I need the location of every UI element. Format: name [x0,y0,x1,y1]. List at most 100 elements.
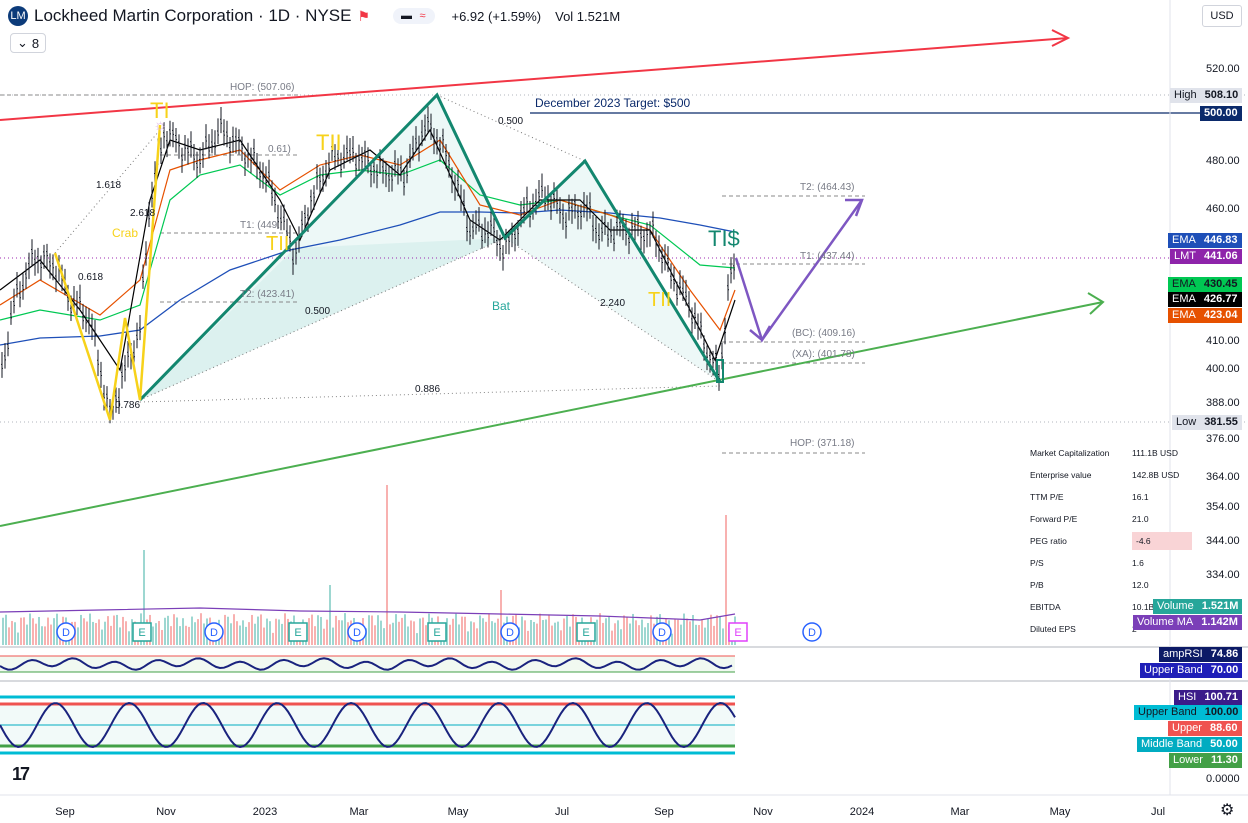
compare-pill[interactable]: ▬ ≈ [393,8,436,24]
event-marker[interactable]: E [576,622,596,642]
volume-bar [197,619,199,645]
volume-bar [527,630,529,645]
volume-bar [692,614,694,645]
event-marker[interactable]: D [652,622,672,642]
wave-icon[interactable]: ≈ [419,10,426,22]
volume-bar [542,620,544,645]
volume-bar [275,618,277,645]
earnings-icon [288,622,308,642]
time-tick-label: Sep [654,806,674,818]
price-label-name: Middle Band [1141,738,1203,750]
volume-bar [155,623,157,645]
event-marker[interactable]: D [56,622,76,642]
event-marker[interactable]: D [347,622,367,642]
tradingview-logo[interactable]: 17 [12,764,30,784]
volume-bar [602,622,604,645]
volume-bar [35,623,37,645]
price-change: +6.92 (+1.59%) [451,8,542,24]
price-scale-label: Low 381.55 [1172,415,1242,430]
symbol-title[interactable]: Lockheed Martin Corporation · 1D · NYSE [34,6,352,25]
hsi-line [0,701,736,749]
company-logo: LM [8,6,28,26]
bat-dotted-1 [139,237,506,401]
earnings-marker-text: E [294,627,301,639]
volume-bar [710,614,712,645]
volume-bar [116,614,118,645]
price-scale-label: Volume 1.521M [1153,599,1243,614]
volume-bar [401,617,403,645]
bat-point-d-marker [716,359,724,383]
price-tick-label: 376.00 [1206,433,1240,445]
volume-bar [383,628,385,645]
volume-bar [380,620,382,645]
volume-bar [536,623,538,645]
volume-bar [119,627,121,645]
volume-bar [158,620,160,645]
volume-bar [278,619,280,645]
price-label-value: 50.00 [1210,738,1238,750]
price-label-value: 1.142M [1201,616,1238,628]
price-label-value: 500.00 [1204,107,1238,119]
volume-bar [311,614,313,645]
bat-fill-left [140,95,505,400]
support-trendline [0,301,1104,527]
flag-icon[interactable]: ⚑ [357,8,371,24]
target-label: December 2023 Target: $500 [535,96,691,110]
rsi-band-fill [0,656,735,672]
price-tick-label: 388.00 [1206,397,1240,409]
t2-right-label: T2: (464.43) [800,182,854,193]
volume-bar [152,626,154,645]
price-label-name: ampRSI [1163,648,1203,660]
volume-readout: Vol 1.521M [555,8,621,24]
volume-bar [110,625,112,645]
event-marker[interactable]: E [728,622,748,642]
volume-bar [470,621,472,645]
event-marker[interactable]: D [500,622,520,642]
volume-bar [599,613,601,645]
earnings-icon [427,622,447,642]
tii-right-label: TII [648,289,671,311]
hop-top-label: HOP: (507.06) [230,82,294,93]
fundamental-value: 142.8B USD [1132,470,1180,480]
earnings-marker-text: E [138,627,145,639]
bat-label: Bat [492,299,511,313]
price-scale-label: LMT 441.06 [1170,249,1242,264]
volume-bar [368,615,370,645]
price-label-name: EMA [1172,293,1196,305]
volume-bar [131,619,133,645]
earnings-marker-text: E [582,627,589,639]
volume-bar [41,626,43,645]
price-scale-label: HSI 100.71 [1174,690,1242,705]
chevron-down-icon[interactable]: ⌄ [17,35,28,50]
event-marker[interactable]: E [132,622,152,642]
volume-bar [539,613,541,645]
partial-left-label: 0.61) [268,144,291,155]
volume-bar [392,622,394,645]
settings-gear-icon[interactable]: ⚙ [1220,802,1235,819]
volume-bar [2,617,4,645]
event-marker[interactable]: D [802,622,822,642]
event-marker[interactable]: E [427,622,447,642]
volume-bar [251,614,253,645]
event-marker[interactable]: D [204,622,224,642]
price-label-name: Upper [1172,722,1202,734]
volume-bar [269,621,271,645]
volume-bar [281,623,283,645]
minus-icon[interactable]: ▬ [400,10,412,22]
volume-bar [596,619,598,645]
volume-bar [554,622,556,645]
price-tick-label: 400.00 [1206,363,1240,375]
volume-bar [626,616,628,645]
event-marker[interactable]: E [288,622,308,642]
currency-selector[interactable]: USD [1202,5,1242,27]
price-tick-label: 480.00 [1206,155,1240,167]
t2-left-label: T2: (423.41) [240,289,294,300]
volume-bar [407,626,409,645]
resistance-trendline [0,37,1069,121]
volume-bar [182,618,184,645]
price-label-value: 11.30 [1210,754,1238,766]
bat-fill-lower [140,238,505,400]
indicator-toggle[interactable]: ⌄ 8 [10,33,47,53]
volume-bar [14,622,16,645]
